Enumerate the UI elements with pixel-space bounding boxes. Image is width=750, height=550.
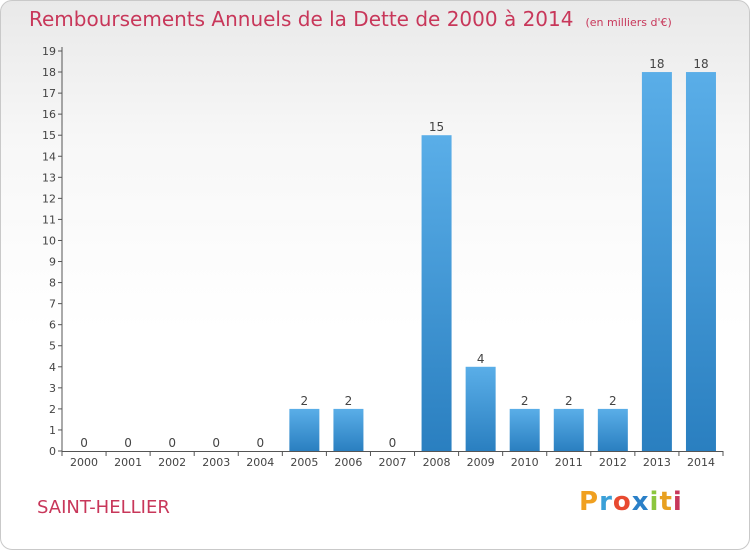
x-tick-label: 2008 [423,456,451,469]
y-tick-label: 2 [49,403,56,416]
chart-unit: (en milliers d'€) [585,16,672,29]
y-tick-label: 6 [49,319,56,332]
y-tick-label: 17 [42,87,56,100]
x-tick-label: 2013 [643,456,671,469]
y-tick-label: 10 [42,234,56,247]
y-tick-label: 1 [49,424,56,437]
logo-letter: i [649,487,660,517]
bar [289,408,320,451]
data-label: 0 [168,436,176,450]
x-tick-label: 2009 [467,456,495,469]
data-label: 2 [609,394,617,408]
data-label: 0 [124,436,132,450]
bar [465,366,496,451]
y-tick-label: 19 [42,45,56,58]
data-label: 2 [565,394,573,408]
data-label: 0 [80,436,88,450]
bar [509,408,540,451]
bar [597,408,628,451]
y-tick-label: 16 [42,108,56,121]
x-tick-label: 2006 [334,456,362,469]
y-tick-label: 13 [42,171,56,184]
data-label: 0 [389,436,397,450]
bar [553,408,584,451]
y-tick-label: 15 [42,129,56,142]
x-tick-label: 2012 [599,456,627,469]
data-label: 0 [212,436,220,450]
y-tick-label: 7 [49,298,56,311]
logo-letter: i [672,487,683,517]
data-label: 18 [649,57,664,71]
x-tick-label: 2000 [70,456,98,469]
bar [685,72,716,451]
y-tick-label: 8 [49,277,56,290]
data-label: 18 [693,57,708,71]
city-name: SAINT-HELLIER [37,497,170,518]
data-label: 2 [521,394,529,408]
y-tick-label: 14 [42,150,56,163]
logo-letter: t [659,487,673,517]
data-label: 2 [301,394,309,408]
x-tick-label: 2014 [687,456,715,469]
y-tick-label: 5 [49,340,56,353]
x-tick-label: 2005 [290,456,318,469]
logo-letter: o [612,487,632,517]
data-label: 15 [429,120,444,134]
logo-letter: x [631,487,650,517]
data-label: 4 [477,352,485,366]
chart-title: Remboursements Annuels de la Dette de 20… [29,7,574,31]
y-tick-label: 12 [42,192,56,205]
bar [421,135,452,452]
y-tick-label: 11 [42,213,56,226]
proxiti-logo: Proxiti [579,487,683,517]
bar [641,72,672,451]
x-tick-label: 2001 [114,456,142,469]
x-tick-label: 2002 [158,456,186,469]
y-tick-label: 18 [42,66,56,79]
y-tick-label: 9 [49,256,56,269]
x-tick-label: 2004 [246,456,274,469]
bar [333,408,364,451]
y-tick-label: 0 [49,445,56,458]
data-label: 2 [345,394,353,408]
logo-letter: P [579,487,600,517]
data-label: 0 [256,436,264,450]
y-tick-label: 3 [49,382,56,395]
logo-letter: r [599,487,613,517]
x-tick-label: 2011 [555,456,583,469]
y-tick-label: 4 [49,361,56,374]
x-tick-label: 2010 [511,456,539,469]
x-tick-label: 2007 [379,456,407,469]
chart-title-block: Remboursements Annuels de la Dette de 20… [29,7,672,31]
x-tick-label: 2003 [202,456,230,469]
